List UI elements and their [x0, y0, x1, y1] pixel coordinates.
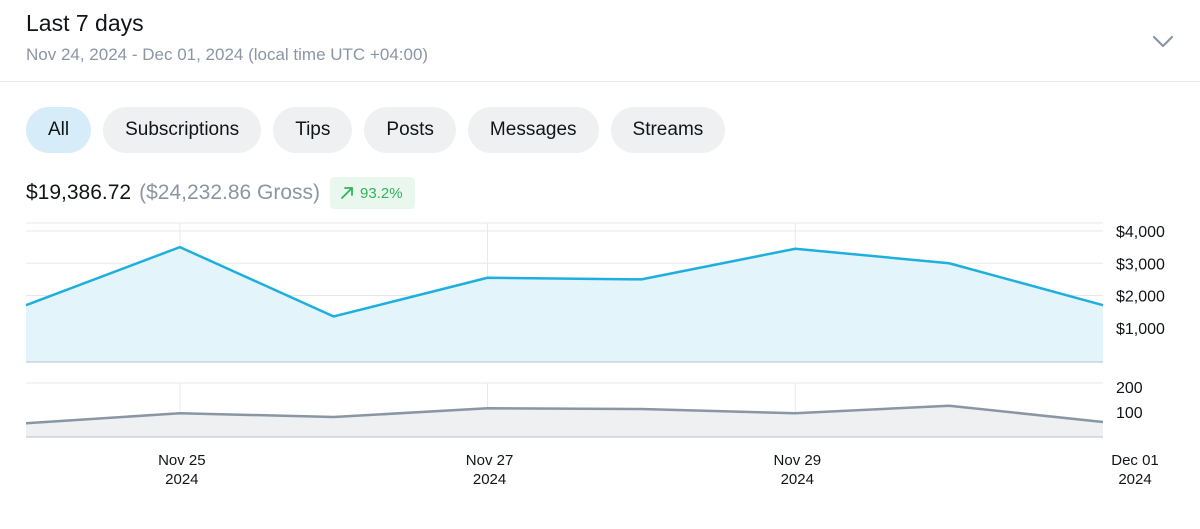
change-percent: 93.2% — [360, 184, 403, 202]
y-tick-label: $4,000 — [1116, 224, 1165, 241]
earnings-category-tabs: All Subscriptions Tips Posts Messages St… — [26, 107, 726, 153]
arrow-up-right-icon — [341, 187, 353, 199]
period-date-range: Nov 24, 2024 - Dec 01, 2024 (local time … — [26, 45, 429, 64]
tab-all[interactable]: All — [26, 107, 92, 153]
y-tick-label: 200 — [1116, 380, 1143, 397]
period-selector[interactable]: Last 7 days Nov 24, 2024 - Dec 01, 2024 … — [0, 0, 1200, 82]
y-tick-label: $2,000 — [1116, 289, 1165, 306]
x-tick-date: Nov 27 — [466, 452, 514, 469]
y-tick-label: $1,000 — [1116, 321, 1165, 338]
x-tick-year: 2024 — [473, 471, 506, 488]
tab-streams[interactable]: Streams — [610, 107, 726, 153]
earnings-line — [25, 245, 1104, 318]
x-tick-year: 2024 — [781, 471, 814, 488]
tab-tips[interactable]: Tips — [273, 107, 353, 153]
net-earnings: $19,386.72 — [26, 181, 132, 204]
tab-posts[interactable]: Posts — [364, 107, 456, 153]
period-title: Last 7 days — [26, 10, 144, 36]
earnings-area — [26, 247, 1103, 362]
earnings-chart: $4,000 $3,000 $2,000 $1,000 200 100 Nov 25 2024… — [25, 222, 1165, 488]
x-tick-date: Dec 01 — [1111, 452, 1159, 469]
tab-subscriptions[interactable]: Subscriptions — [103, 107, 262, 153]
change-badge: 93.2% — [330, 177, 415, 209]
earnings-summary: $19,386.72 ($24,232.86 Gross) 93.2% — [26, 176, 415, 210]
chevron-down-icon[interactable] — [1148, 26, 1178, 56]
x-tick-year: 2024 — [165, 471, 198, 488]
count-area — [26, 405, 1103, 437]
y-tick-label: 100 — [1116, 405, 1143, 422]
count-line — [25, 404, 1104, 425]
x-tick-year: 2024 — [1118, 471, 1151, 488]
x-tick-date: Nov 25 — [158, 452, 206, 469]
y-tick-label: $3,000 — [1116, 256, 1165, 273]
gross-earnings: ($24,232.86 Gross) — [139, 181, 321, 204]
tab-messages[interactable]: Messages — [467, 107, 599, 153]
x-tick-date: Nov 29 — [774, 452, 822, 469]
